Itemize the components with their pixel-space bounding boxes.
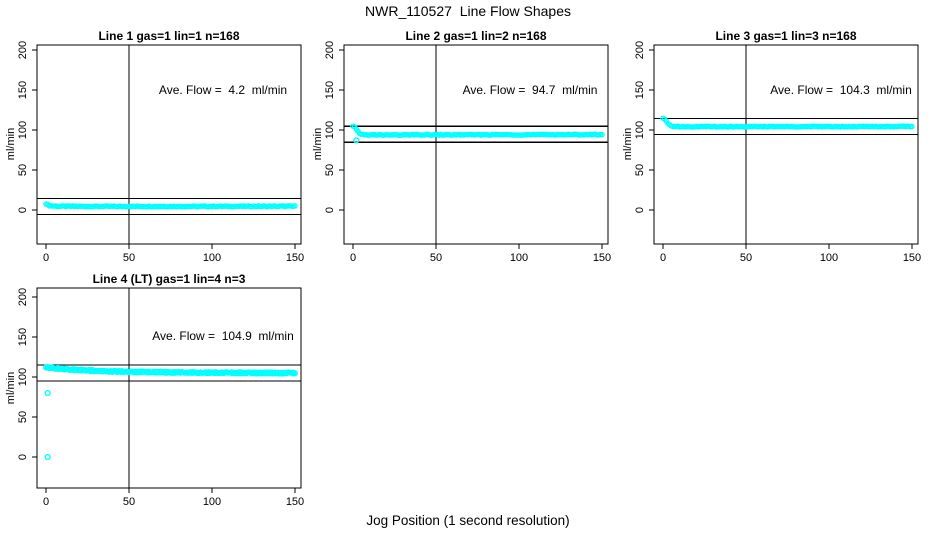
outlier-point	[44, 389, 51, 397]
y-tick-label: 150	[17, 81, 29, 99]
y-axis-label: ml/min	[622, 127, 634, 161]
panel-title-line4: Line 4 (LT) gas=1 lin=4 n=3	[92, 272, 246, 286]
y-tick-label: 0	[17, 207, 29, 213]
y-tick-label: 150	[17, 328, 29, 346]
x-tick-label: 100	[203, 496, 221, 508]
panel-title-line3: Line 3 gas=1 lin=3 n=168	[715, 29, 857, 43]
outlier-point	[353, 137, 360, 144]
x-tick-label: 150	[286, 252, 304, 264]
data-point	[599, 131, 605, 138]
x-tick-label: 150	[903, 252, 921, 264]
panel-title-line1: Line 1 gas=1 lin=1 n=168	[98, 29, 240, 43]
flow-annotation: Ave. Flow = 4.2 ml/min	[158, 83, 288, 97]
y-axis-label: ml/min	[312, 127, 324, 161]
y-tick-label: 200	[324, 41, 336, 59]
y-tick-label: 200	[634, 41, 646, 59]
x-tick-label: 150	[286, 496, 304, 508]
y-tick-label: 0	[17, 454, 29, 460]
x-tick-label: 50	[123, 252, 135, 264]
y-axis-label: ml/min	[5, 371, 17, 405]
flow-annotation: Ave. Flow = 94.7 ml/min	[462, 83, 598, 97]
y-tick-label: 150	[324, 81, 336, 99]
y-tick-label: 100	[324, 121, 336, 139]
x-tick-label: 50	[123, 496, 135, 508]
x-tick-label: 50	[740, 252, 752, 264]
y-tick-label: 50	[17, 411, 29, 423]
y-tick-label: 200	[17, 41, 29, 59]
data-point	[292, 370, 298, 377]
x-tick-label: 50	[430, 252, 442, 264]
x-axis-label: Jog Position (1 second resolution)	[366, 513, 570, 528]
y-tick-label: 100	[17, 368, 29, 386]
x-tick-label: 100	[203, 252, 221, 264]
y-tick-label: 100	[634, 121, 646, 139]
flow-annotation: Ave. Flow = 104.3 ml/min	[770, 83, 912, 97]
y-tick-label: 0	[634, 207, 646, 213]
x-tick-label: 0	[43, 496, 49, 508]
x-tick-label: 0	[43, 252, 49, 264]
y-tick-label: 150	[634, 81, 646, 99]
panel-title-line2: Line 2 gas=1 lin=2 n=168	[405, 29, 547, 43]
x-tick-label: 100	[820, 252, 838, 264]
plot-box	[36, 287, 302, 489]
y-tick-label: 100	[17, 121, 29, 139]
flow-annotation: Ave. Flow = 104.9 ml/min	[152, 329, 294, 343]
y-axis-label: ml/min	[5, 127, 17, 161]
y-tick-label: 50	[17, 164, 29, 176]
x-tick-label: 0	[350, 252, 356, 264]
plot-box	[653, 44, 919, 245]
y-tick-label: 200	[17, 288, 29, 306]
x-tick-label: 100	[510, 252, 528, 264]
x-tick-label: 0	[660, 252, 666, 264]
data-point	[292, 203, 298, 209]
plot-box	[36, 44, 302, 245]
plot-box	[343, 44, 609, 245]
outlier-point	[44, 453, 51, 461]
data-point	[909, 123, 915, 130]
y-tick-label: 0	[324, 207, 336, 213]
x-tick-label: 150	[593, 252, 611, 264]
figure-title: NWR_110527 Line Flow Shapes	[365, 3, 571, 19]
y-tick-label: 50	[324, 164, 336, 176]
y-tick-label: 50	[634, 164, 646, 176]
